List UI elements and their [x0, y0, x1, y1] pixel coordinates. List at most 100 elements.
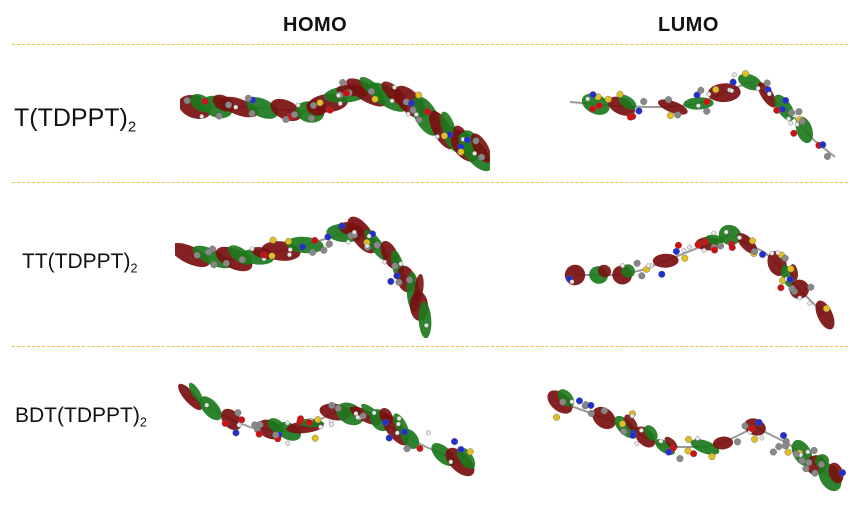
atom [287, 247, 293, 252]
atom [457, 148, 465, 156]
atom [424, 108, 432, 116]
atom [353, 411, 359, 416]
atom [805, 449, 811, 455]
atom [359, 412, 367, 420]
atom [763, 79, 771, 87]
atom [620, 263, 625, 269]
orbital-lobe [707, 83, 741, 103]
atom [817, 460, 825, 468]
atom [703, 107, 711, 115]
atom [389, 98, 395, 104]
atom [448, 459, 454, 465]
atom [723, 229, 729, 235]
atom [398, 261, 404, 267]
homo-orbital-row-3 [175, 372, 480, 498]
atom [717, 242, 725, 250]
atom [343, 89, 351, 97]
atom [810, 446, 818, 454]
row-label-1-main: T(TDPPT) [14, 104, 128, 132]
atom [695, 103, 701, 109]
atom [587, 401, 595, 409]
atom [711, 246, 719, 254]
atom [685, 435, 693, 443]
atom [703, 98, 711, 106]
atom [775, 443, 783, 451]
atom [755, 418, 763, 426]
atom [701, 237, 709, 245]
atom [711, 230, 717, 236]
atom [409, 106, 417, 114]
atom [777, 284, 785, 292]
orbital-lobe [705, 234, 724, 245]
atom [472, 137, 480, 145]
atom [635, 107, 643, 115]
atom [364, 243, 370, 249]
atom [693, 91, 701, 99]
atom [728, 243, 736, 251]
atom [406, 276, 414, 284]
atom [423, 322, 429, 328]
atom [225, 101, 233, 109]
atom [251, 421, 259, 429]
orbital-lobe [828, 462, 844, 484]
atom [742, 70, 750, 78]
atom [690, 450, 698, 458]
atom [773, 106, 781, 114]
atom [183, 97, 191, 105]
atom [658, 438, 664, 444]
atom [232, 429, 240, 437]
orbital-lobe [618, 94, 637, 110]
atom [434, 134, 440, 140]
atom [681, 247, 687, 253]
orbital-lobe [564, 264, 586, 286]
row-label-3-main: BDT(TDPPT) [15, 404, 140, 427]
atom [701, 248, 707, 253]
atom [749, 237, 757, 245]
atom [805, 459, 813, 467]
atom [451, 438, 459, 446]
atom [295, 102, 301, 108]
atom [664, 96, 672, 104]
orbital-lobe [199, 396, 222, 421]
orbital-lobe [644, 425, 658, 441]
atom [604, 95, 612, 103]
atom [658, 270, 666, 278]
atom [788, 284, 796, 292]
atom [311, 434, 319, 442]
atom [666, 112, 674, 120]
atom [287, 252, 292, 258]
homo-orbital-row-2 [175, 200, 475, 340]
atom [798, 117, 806, 125]
atom [782, 442, 790, 450]
atom [769, 448, 777, 456]
atom [782, 96, 790, 104]
atom [778, 105, 786, 113]
atom [684, 447, 692, 455]
orbital-lobe [652, 253, 679, 268]
orbital-lobe [815, 300, 835, 330]
atom [811, 469, 819, 477]
atom [676, 455, 684, 463]
atom [248, 110, 256, 118]
atom [729, 88, 735, 94]
orbital-lobe [598, 264, 612, 278]
atom [366, 233, 372, 239]
atom [311, 236, 319, 244]
orbital-lobe [738, 73, 762, 91]
atom [255, 430, 263, 438]
atom [405, 111, 411, 117]
atom [324, 233, 332, 241]
orbital-svg [569, 70, 836, 160]
atom [268, 252, 276, 260]
atom [403, 445, 411, 453]
atom [249, 246, 255, 252]
atom [790, 129, 798, 137]
atom [640, 98, 648, 106]
orbital-lobe [737, 233, 758, 254]
atom [381, 419, 389, 427]
row-label-1: T(TDPPT)2 [14, 104, 184, 135]
orbital-svg [175, 216, 432, 339]
atom [769, 250, 775, 256]
row-label-3: BDT(TDPPT)2 [15, 404, 185, 429]
atom [759, 250, 767, 258]
